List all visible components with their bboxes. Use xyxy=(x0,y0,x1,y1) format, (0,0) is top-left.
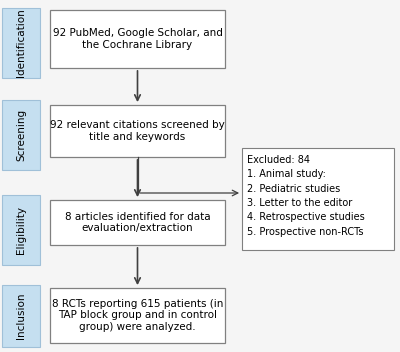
Text: 8 articles identified for data
evaluation/extraction: 8 articles identified for data evaluatio… xyxy=(65,212,210,233)
Bar xyxy=(50,105,225,157)
Text: 3. Letter to the editor: 3. Letter to the editor xyxy=(247,198,352,208)
Text: 5. Prospective non-RCTs: 5. Prospective non-RCTs xyxy=(247,227,364,237)
Bar xyxy=(242,148,394,250)
Text: 8 RCTs reporting 615 patients (in
TAP block group and in control
group) were ana: 8 RCTs reporting 615 patients (in TAP bl… xyxy=(52,299,223,332)
Text: 1. Animal study:: 1. Animal study: xyxy=(247,169,326,179)
Text: Inclusion: Inclusion xyxy=(16,293,26,339)
Bar xyxy=(2,285,40,347)
Bar xyxy=(50,200,225,245)
Text: 92 relevant citations screened by
title and keywords: 92 relevant citations screened by title … xyxy=(50,120,225,142)
Text: Identification: Identification xyxy=(16,9,26,77)
Bar xyxy=(50,10,225,68)
Bar xyxy=(2,8,40,78)
Text: 4. Retrospective studies: 4. Retrospective studies xyxy=(247,213,365,222)
Bar xyxy=(2,100,40,170)
Text: Excluded: 84: Excluded: 84 xyxy=(247,155,310,165)
Text: 2. Pediatric studies: 2. Pediatric studies xyxy=(247,183,340,194)
Text: 92 PubMed, Google Scholar, and
the Cochrane Library: 92 PubMed, Google Scholar, and the Cochr… xyxy=(52,28,222,50)
Text: Eligibility: Eligibility xyxy=(16,206,26,254)
Text: Screening: Screening xyxy=(16,109,26,161)
Bar xyxy=(50,288,225,343)
Bar xyxy=(2,195,40,265)
